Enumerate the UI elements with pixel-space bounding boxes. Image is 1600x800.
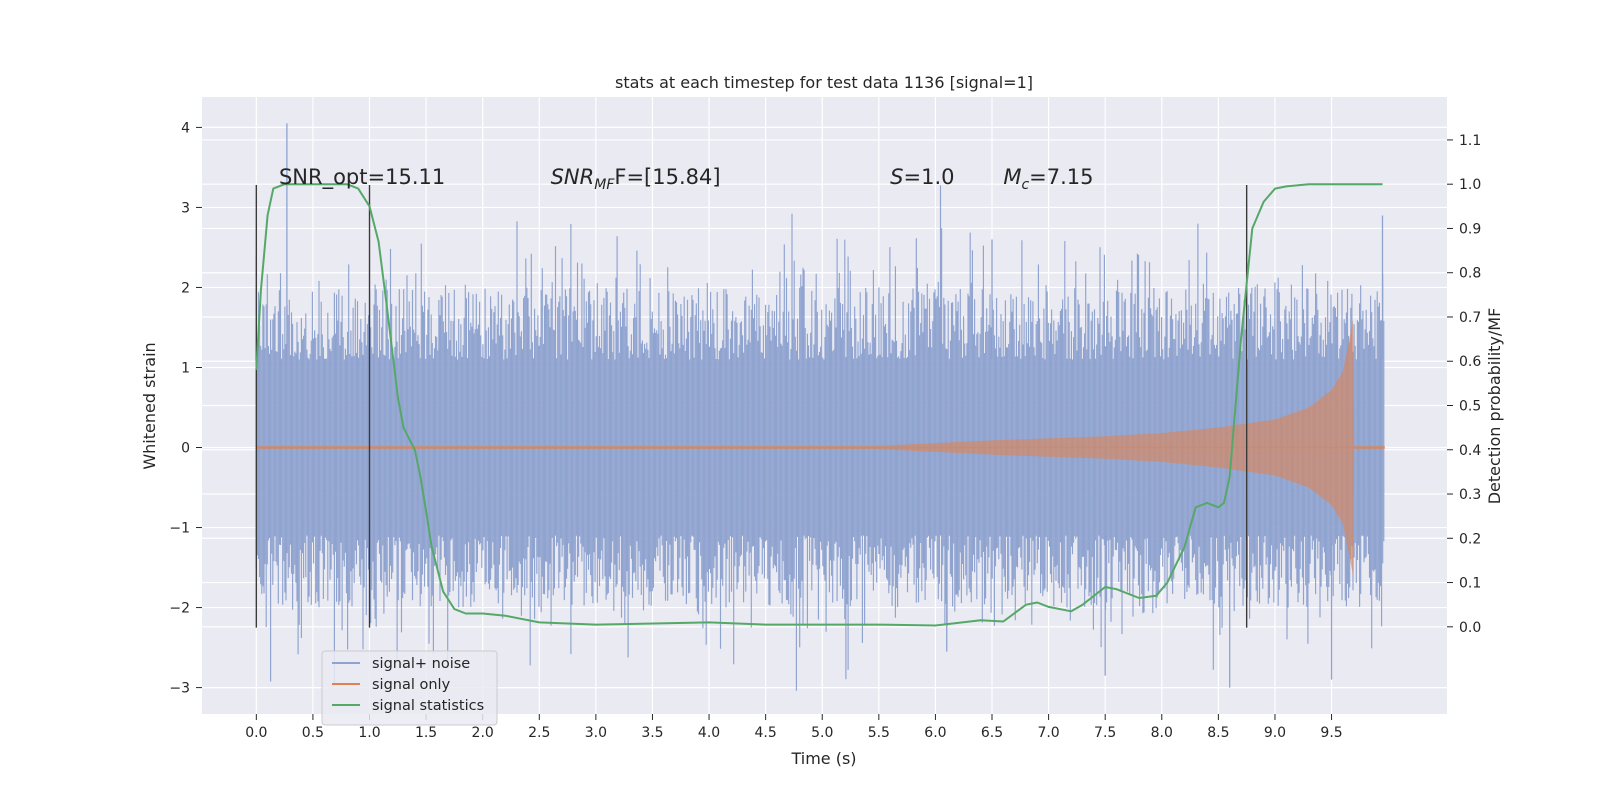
y-right-tick-label: 0.2: [1459, 531, 1481, 547]
x-axis-label: Time (s): [790, 749, 856, 768]
annotation-mc_val: Mc=7.15: [1003, 165, 1093, 193]
x-tick-label: 4.5: [755, 725, 777, 741]
x-tick-label: 2.5: [528, 725, 550, 741]
annotation-s_val: S=1.0: [890, 165, 954, 189]
y-right-tick-label: 0.9: [1459, 221, 1481, 237]
y-left-axis-label: Whitened strain: [140, 342, 159, 469]
x-tick-label: 3.5: [641, 725, 663, 741]
annotation-snr_opt: SNR_opt=15.11: [279, 165, 445, 190]
legend-entry: signal only: [372, 677, 451, 693]
x-tick-label: 1.5: [415, 725, 437, 741]
x-tick-label: 9.0: [1264, 725, 1286, 741]
y-right-tick-label: 0.7: [1459, 310, 1481, 326]
x-tick-label: 1.0: [358, 725, 380, 741]
y-right-axis-ticks: 1.1 1.0 0.9 0.8 0.7 0.6 0.5 0.4 0.3 0.2 0.1 0.0: [1447, 133, 1481, 636]
y-left-axis-ticks: 4 3 2 1 0 −1 −2 −3: [169, 120, 202, 697]
x-axis-ticks: 0.0 0.5 1.0 1.5 2.0 2.5 3.0 3.5 4.0 4.5 5.0 5.5 6.0 6…: [245, 714, 1343, 741]
y-right-tick-label: 0.0: [1459, 620, 1481, 636]
legend: signal+ noise signal only signal statistic…: [321, 650, 498, 726]
annotation-snr_mf: SNRMFF=[15.84]: [551, 165, 721, 193]
x-tick-label: 3.0: [585, 725, 607, 741]
signal-noise-series: [255, 123, 1385, 691]
y-right-tick-label: 0.6: [1459, 354, 1481, 370]
legend-box: [321, 650, 498, 726]
y-right-tick-label: 0.8: [1459, 266, 1481, 282]
annotations: SNR_opt=15.11 SNRMFF=[15.84] S=1.0 Mc=7.15: [279, 165, 1094, 193]
x-tick-label: 4.0: [698, 725, 720, 741]
y-left-tick-label: −3: [169, 681, 190, 697]
y-right-tick-label: 1.0: [1459, 177, 1481, 193]
x-tick-label: 0.5: [302, 725, 324, 741]
x-tick-label: 7.0: [1037, 725, 1059, 741]
y-left-tick-label: 4: [181, 120, 190, 136]
y-left-tick-label: −1: [169, 521, 190, 537]
y-right-tick-label: 0.4: [1459, 443, 1481, 459]
y-right-tick-label: 0.1: [1459, 576, 1481, 592]
x-tick-label: 0.0: [245, 725, 267, 741]
x-tick-label: 6.0: [924, 725, 946, 741]
y-left-tick-label: −2: [169, 601, 190, 617]
y-right-axis-label: Detection probability/MF: [1485, 308, 1504, 505]
x-tick-label: 2.0: [472, 725, 494, 741]
y-left-tick-label: 2: [181, 280, 190, 296]
y-left-tick-label: 1: [181, 360, 190, 376]
y-right-tick-label: 1.1: [1459, 133, 1481, 149]
x-tick-label: 6.5: [981, 725, 1003, 741]
signal-only-series: [256, 319, 1385, 576]
y-right-tick-label: 0.3: [1459, 487, 1481, 503]
x-tick-label: 8.0: [1151, 725, 1173, 741]
x-tick-label: 5.5: [868, 725, 890, 741]
chart-title: stats at each timestep for test data 113…: [615, 73, 1033, 92]
y-right-tick-label: 0.5: [1459, 399, 1481, 415]
x-tick-label: 9.5: [1320, 725, 1342, 741]
x-tick-label: 5.0: [811, 725, 833, 741]
vertical-markers: [255, 185, 1248, 628]
signal-statistics-series: [255, 183, 1383, 627]
legend-entry: signal+ noise: [372, 656, 470, 672]
y-left-tick-label: 3: [181, 200, 190, 216]
x-tick-label: 7.5: [1094, 725, 1116, 741]
stats-line: [255, 183, 1383, 627]
legend-entry: signal statistics: [372, 698, 484, 714]
x-tick-label: 8.5: [1207, 725, 1229, 741]
y-left-tick-label: 0: [181, 441, 190, 457]
